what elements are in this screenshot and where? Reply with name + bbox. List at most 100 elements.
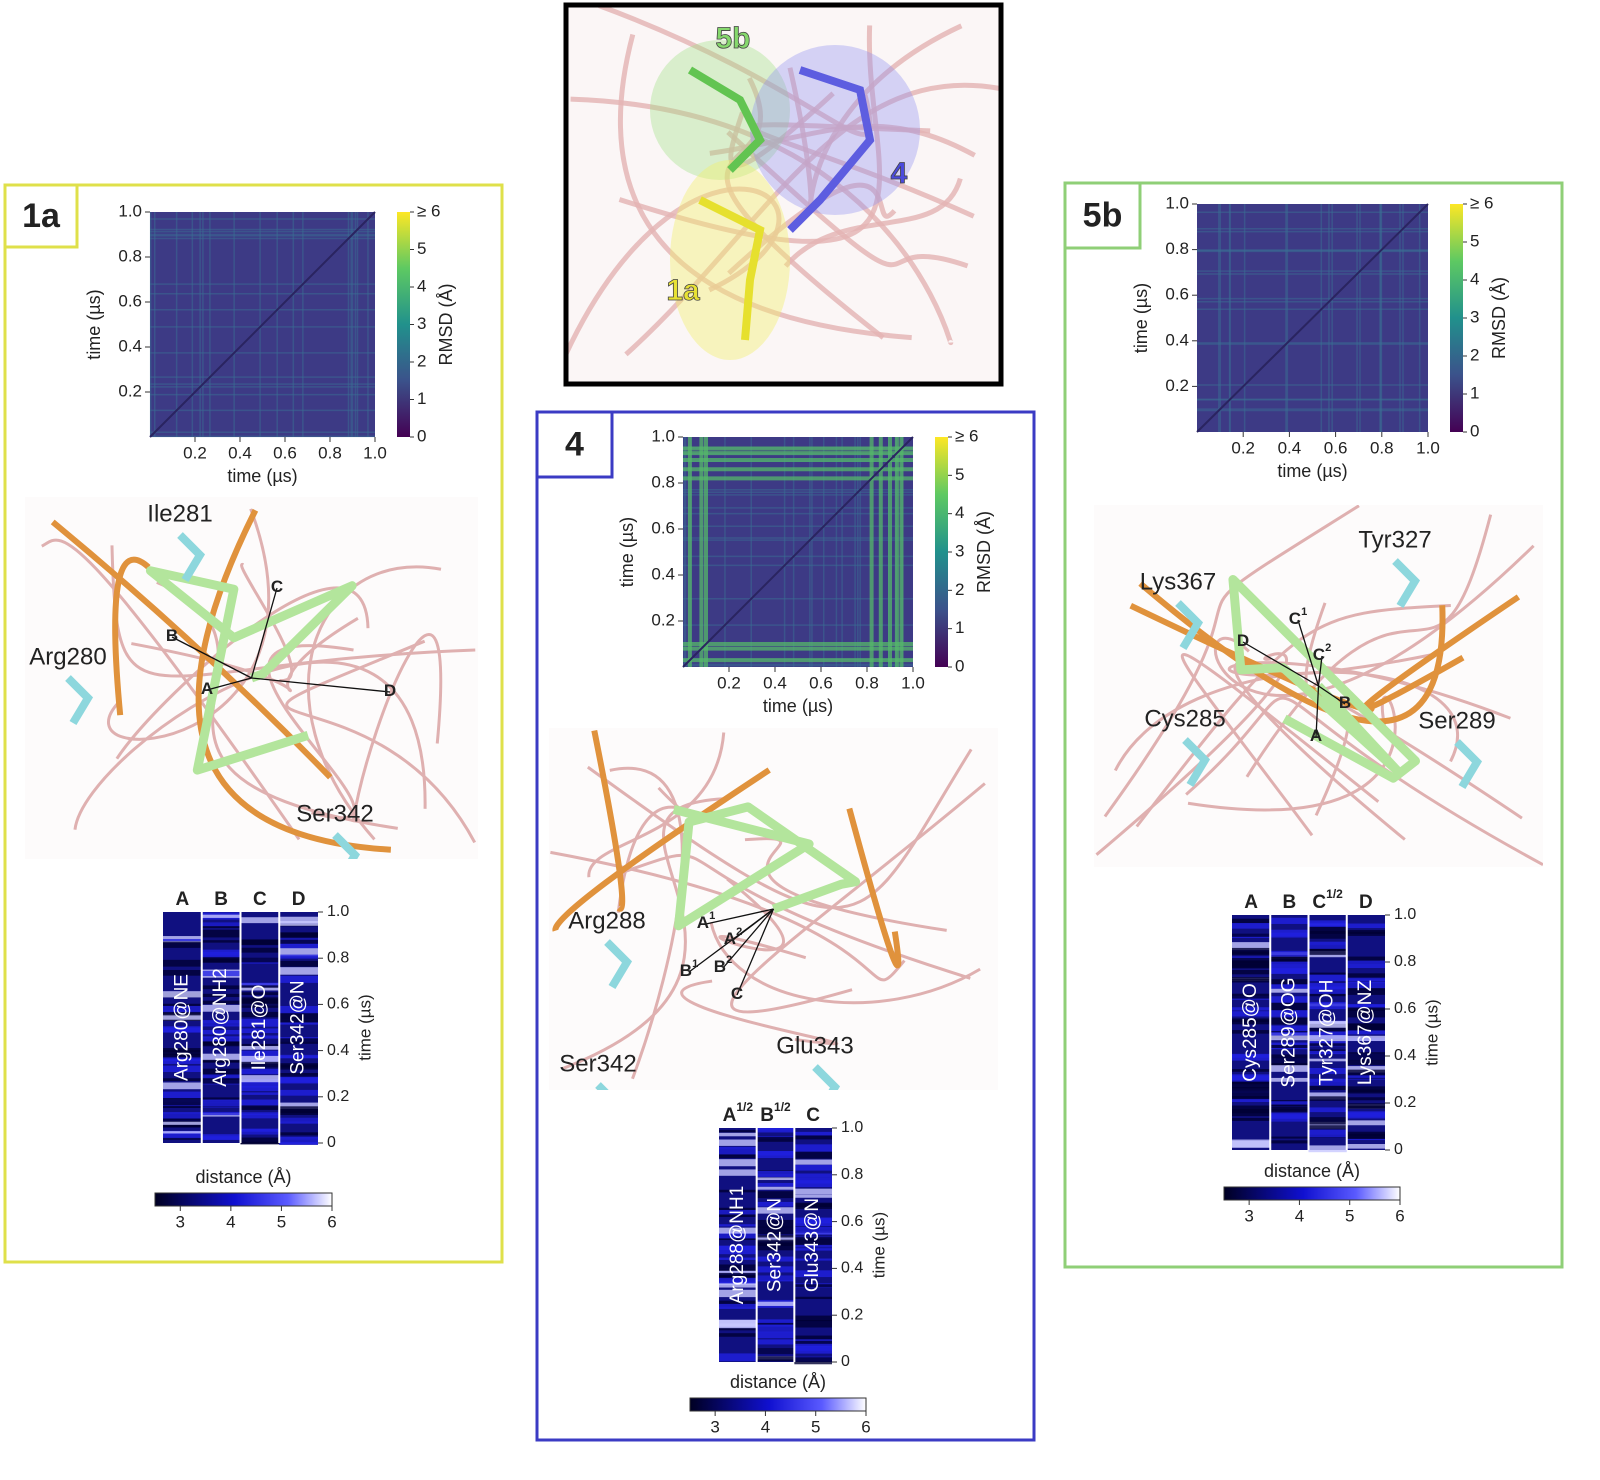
contact-line xyxy=(1315,685,1320,738)
distance-texture xyxy=(1308,941,1347,949)
contact-label: B1 xyxy=(680,958,698,981)
colorbar-tick-label: ≥ 6 xyxy=(1470,193,1494,212)
distance-texture xyxy=(1232,977,1271,981)
distance-texture xyxy=(1308,1043,1347,1046)
contact-label: C xyxy=(271,577,283,596)
distance-texture xyxy=(756,1323,795,1326)
distance-texture xyxy=(201,1041,241,1047)
x-tick-label: 1.0 xyxy=(901,673,925,692)
protein-loop xyxy=(107,508,270,741)
colorbar-tick-label: 0 xyxy=(417,426,426,445)
distance-texture xyxy=(1346,956,1385,965)
column-header: D xyxy=(1359,892,1373,913)
contact-label-base: B xyxy=(680,961,692,980)
atom-label: Arg288@NH1 xyxy=(727,1186,748,1305)
helix xyxy=(591,729,626,912)
distance-texture xyxy=(794,1258,832,1261)
ligand xyxy=(787,66,875,233)
colorbar-tick-label: 4 xyxy=(226,1212,235,1231)
y-axis-label: time (µs) xyxy=(355,994,374,1060)
x-tick-label: 0.6 xyxy=(273,443,297,462)
distance-texture xyxy=(756,1339,795,1345)
atom-label: Arg280@NE xyxy=(171,974,192,1081)
distance-texture xyxy=(1308,1078,1347,1086)
distance-texture xyxy=(794,1247,832,1251)
distance-texture xyxy=(1308,983,1347,990)
distance-texture xyxy=(1346,1086,1385,1093)
x-tick-label: 0.4 xyxy=(763,673,787,692)
distance-texture xyxy=(1346,1069,1385,1074)
colorbar-tick-label: 5 xyxy=(1345,1206,1354,1225)
distance-texture xyxy=(1308,1096,1347,1101)
distance-texture xyxy=(240,1011,280,1018)
distance-texture xyxy=(756,1266,795,1273)
distance-texture xyxy=(279,1111,318,1115)
distance-texture xyxy=(279,1005,318,1014)
distance-texture xyxy=(1346,960,1385,969)
y-tick-label: 0.6 xyxy=(651,518,675,537)
distance-texture xyxy=(1308,974,1347,982)
distance-texture xyxy=(240,1050,280,1057)
distance-texture xyxy=(756,1256,795,1262)
distance-texture xyxy=(756,1242,795,1251)
distance-texture xyxy=(163,1065,202,1073)
y-tick-label: 1.0 xyxy=(651,426,675,445)
distance-texture xyxy=(163,1078,202,1082)
colorbar-tick-label: 0 xyxy=(955,656,964,675)
colorbar xyxy=(1223,1186,1401,1201)
distance-texture xyxy=(201,1000,241,1005)
distance-texture xyxy=(1270,1017,1309,1025)
distance-texture xyxy=(1308,1092,1347,1100)
distance-texture xyxy=(1346,1059,1385,1065)
protein-loop xyxy=(709,922,981,1005)
distance-texture xyxy=(201,914,241,918)
distance-texture xyxy=(719,1146,757,1155)
distance-texture xyxy=(794,1320,832,1328)
colorbar xyxy=(935,437,948,667)
column-header: B xyxy=(214,889,228,910)
protein-loop xyxy=(680,979,839,1046)
distance-texture xyxy=(794,1164,832,1171)
y-tick-label: 0.8 xyxy=(1165,239,1189,258)
atom-label: Ile281@O xyxy=(249,985,270,1071)
distance-texture xyxy=(1346,1112,1385,1117)
structure-view xyxy=(549,728,998,1090)
x-tick-label: 1.0 xyxy=(363,443,387,462)
residue-stick xyxy=(595,1082,609,1090)
distance-texture xyxy=(279,1132,318,1136)
column-header-sup: 1/2 xyxy=(774,1100,791,1114)
y-tick-label: 0.6 xyxy=(118,291,142,310)
distance-texture xyxy=(794,1296,832,1300)
helix xyxy=(552,767,771,932)
column-header: A xyxy=(176,889,190,910)
colorbar xyxy=(1450,204,1463,432)
y-tick-label: 1.0 xyxy=(841,1119,863,1136)
distance-texture xyxy=(1232,942,1271,951)
atom-label: Ser289@OG xyxy=(1278,977,1299,1087)
distance-texture xyxy=(719,1154,757,1159)
colorbar-tick-label: 4 xyxy=(761,1417,770,1436)
ligand-surface xyxy=(750,45,920,215)
y-tick-label: 0.2 xyxy=(651,610,675,629)
distance-texture xyxy=(1308,930,1347,939)
distance-texture xyxy=(163,1097,202,1106)
distance-texture xyxy=(240,940,280,945)
distance-texture xyxy=(1308,948,1347,955)
distance-texture xyxy=(756,1128,795,1131)
distance-texture xyxy=(201,1074,241,1079)
distance-texture xyxy=(163,1137,202,1140)
distance-texture xyxy=(719,1282,757,1286)
distance-texture xyxy=(794,1217,832,1223)
distance-texture xyxy=(201,1004,241,1012)
distance-texture xyxy=(719,1209,757,1215)
distance-texture xyxy=(201,1097,241,1100)
protein-loop xyxy=(718,877,807,960)
distance-texture xyxy=(279,1102,318,1110)
distance-texture xyxy=(1232,1019,1271,1023)
contact-label-base: D xyxy=(1237,631,1249,650)
distance-texture xyxy=(279,1108,318,1114)
distance-texture xyxy=(279,1022,318,1025)
distance-texture xyxy=(279,960,318,967)
distance-texture xyxy=(1270,979,1309,985)
